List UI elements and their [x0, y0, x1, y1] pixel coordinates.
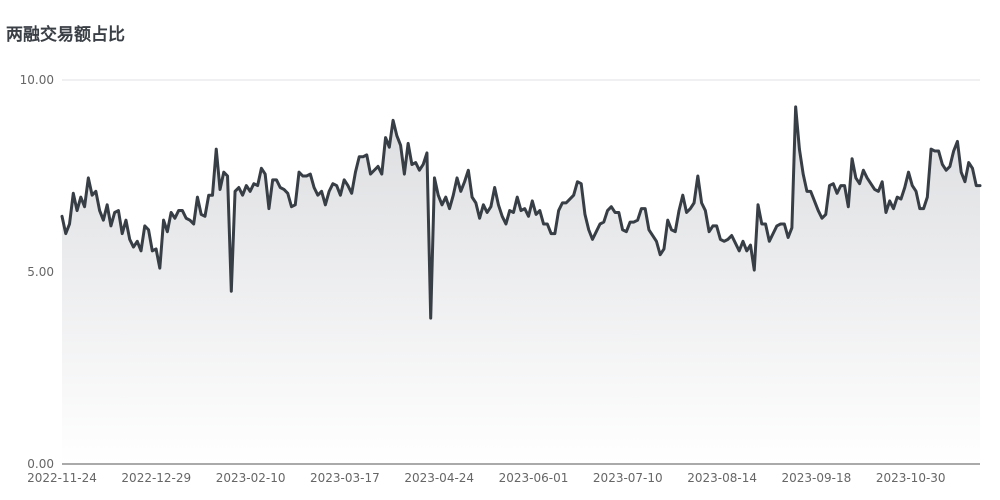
area-fill	[62, 106, 980, 464]
x-tick-labels: 2022-11-24 2022-12-29 2023-02-10 2023-03-17…	[27, 471, 945, 485]
series-line-group	[60, 105, 982, 320]
y-tick-label: 10.00	[20, 73, 54, 87]
area-fill-group	[62, 106, 980, 464]
x-tick-label: 2023-08-14	[687, 471, 757, 485]
x-tick-label: 2023-06-01	[499, 471, 569, 485]
x-tick-label: 2023-09-18	[782, 471, 852, 485]
x-tick-label: 2023-04-24	[404, 471, 474, 485]
x-tick-label: 2023-02-10	[216, 471, 286, 485]
y-tick-label: 5.00	[27, 265, 54, 279]
x-tick-label: 2023-03-17	[310, 471, 380, 485]
x-tick-label: 2022-12-29	[121, 471, 191, 485]
x-tick-label: 2022-11-24	[27, 471, 97, 485]
chart-title: 两融交易额占比	[6, 25, 125, 45]
y-tick-label: 0.00	[27, 457, 54, 471]
y-tick-labels: 0.00 5.00 10.00	[20, 73, 54, 471]
x-tick-label: 2023-10-30	[876, 471, 946, 485]
series-line	[60, 105, 982, 320]
x-tick-label: 2023-07-10	[593, 471, 663, 485]
